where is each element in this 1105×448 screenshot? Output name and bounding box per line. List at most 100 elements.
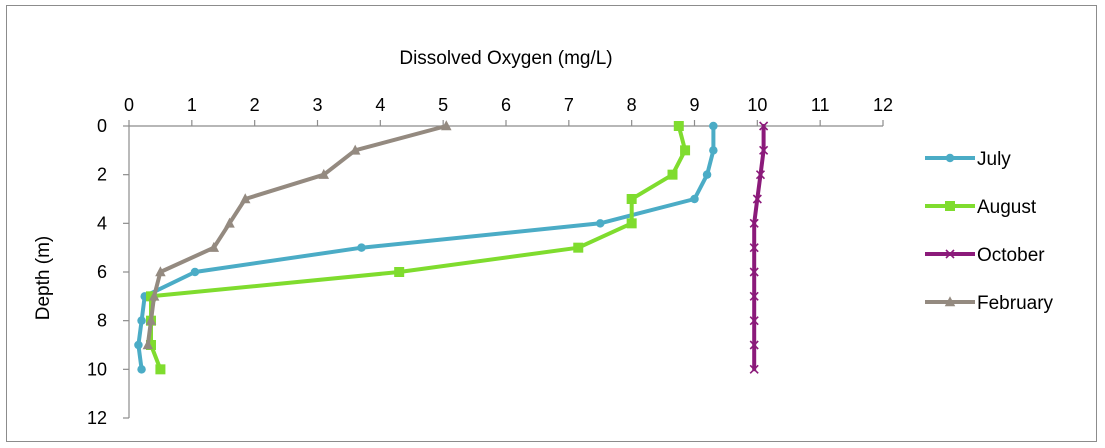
legend-label: August bbox=[977, 197, 1037, 218]
data-point bbox=[134, 340, 143, 350]
series-line bbox=[136, 124, 716, 372]
data-point bbox=[145, 291, 156, 302]
data-point bbox=[945, 153, 955, 163]
data-point bbox=[573, 242, 584, 253]
x-tick-label: 3 bbox=[312, 95, 322, 115]
x-tick-label: 11 bbox=[811, 95, 830, 115]
data-point-stroke bbox=[749, 243, 759, 253]
x-tick-label: 12 bbox=[873, 95, 893, 115]
legend-item: October bbox=[925, 245, 1045, 266]
data-point bbox=[749, 243, 759, 253]
data-point bbox=[667, 169, 678, 180]
data-point bbox=[145, 340, 156, 350]
data-point bbox=[137, 316, 146, 325]
data-point bbox=[155, 266, 166, 277]
data-point bbox=[709, 146, 718, 155]
data-point bbox=[318, 168, 330, 179]
series-line bbox=[149, 124, 688, 372]
data-point bbox=[749, 364, 759, 374]
legend-item: February bbox=[925, 293, 1054, 314]
data-point-stroke bbox=[749, 340, 759, 350]
data-point bbox=[759, 145, 769, 155]
data-point bbox=[749, 218, 759, 228]
data-point bbox=[690, 194, 699, 204]
data-point bbox=[945, 249, 955, 259]
legend-label: October bbox=[977, 245, 1045, 266]
data-point-stroke bbox=[755, 170, 766, 180]
series-february bbox=[142, 120, 452, 350]
data-point-stroke bbox=[749, 291, 759, 301]
x-tick-label: 10 bbox=[747, 95, 767, 115]
legend-label: July bbox=[977, 149, 1011, 170]
data-point bbox=[945, 201, 955, 211]
data-point bbox=[626, 194, 637, 204]
data-point bbox=[709, 121, 718, 131]
legend-item: August bbox=[925, 197, 1037, 218]
data-point bbox=[148, 290, 160, 301]
data-point bbox=[759, 121, 769, 131]
y-tick-label: 12 bbox=[87, 408, 107, 428]
series-july bbox=[134, 121, 718, 374]
series-line bbox=[752, 124, 766, 372]
data-point bbox=[944, 296, 956, 307]
x-tick-label: 7 bbox=[564, 95, 574, 115]
data-point bbox=[749, 316, 759, 326]
data-point bbox=[749, 267, 759, 277]
plot-series bbox=[134, 120, 769, 375]
data-point bbox=[208, 241, 220, 252]
y-tick-label: 2 bbox=[97, 165, 107, 185]
data-point bbox=[155, 364, 166, 375]
data-point-stroke bbox=[759, 145, 769, 155]
data-point-stroke bbox=[749, 364, 759, 374]
y-tick-label: 8 bbox=[97, 311, 107, 331]
data-point bbox=[749, 291, 759, 301]
data-point bbox=[190, 267, 200, 277]
x-axis-title: Dissolved Oxygen (mg/L) bbox=[399, 48, 612, 69]
data-point-stroke bbox=[749, 316, 759, 326]
x-tick-label: 0 bbox=[124, 95, 134, 115]
y-tick-label: 6 bbox=[97, 262, 107, 282]
series-line bbox=[145, 124, 449, 347]
data-point bbox=[702, 170, 712, 179]
x-tick-label: 9 bbox=[689, 95, 699, 115]
data-point-stroke bbox=[752, 194, 762, 204]
data-point bbox=[441, 120, 452, 131]
y-tick-label: 10 bbox=[87, 359, 107, 379]
data-point bbox=[749, 340, 759, 350]
data-point bbox=[680, 145, 691, 156]
data-point bbox=[755, 170, 766, 180]
y-tick-label: 0 bbox=[97, 116, 107, 136]
series-october bbox=[749, 121, 769, 374]
data-point bbox=[142, 339, 154, 350]
data-point-stroke bbox=[945, 249, 955, 259]
series-august bbox=[145, 121, 691, 375]
x-tick-label: 1 bbox=[187, 95, 197, 115]
data-point bbox=[626, 218, 637, 229]
x-tick-label: 6 bbox=[501, 95, 511, 115]
legend: July August October February bbox=[925, 149, 1054, 314]
data-point bbox=[673, 121, 684, 131]
y-tick-label: 4 bbox=[97, 213, 107, 233]
data-point bbox=[137, 365, 146, 374]
data-point bbox=[239, 193, 251, 204]
data-point bbox=[357, 243, 366, 252]
data-point bbox=[349, 144, 361, 155]
legend-label: February bbox=[977, 293, 1054, 314]
x-tick-label: 2 bbox=[250, 95, 260, 115]
legend-item: July bbox=[925, 149, 1011, 170]
data-point-stroke bbox=[749, 218, 759, 228]
data-point bbox=[596, 219, 605, 228]
data-point-stroke bbox=[759, 121, 769, 131]
data-point bbox=[394, 267, 405, 277]
data-point bbox=[224, 217, 235, 228]
x-tick-label: 5 bbox=[438, 95, 448, 115]
data-point bbox=[752, 194, 762, 204]
y-axis-title: Depth (m) bbox=[33, 236, 54, 320]
data-point-stroke bbox=[749, 267, 759, 277]
x-tick-label: 8 bbox=[627, 95, 637, 115]
x-tick-label: 4 bbox=[375, 95, 385, 115]
data-point bbox=[145, 314, 157, 325]
